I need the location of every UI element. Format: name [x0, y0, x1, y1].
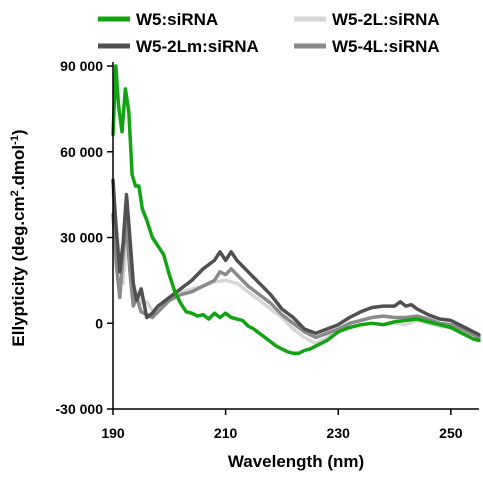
series-line-w5-2lm	[111, 178, 481, 337]
y-tick-label: 90 000	[60, 58, 103, 74]
y-tick-label: 60 000	[60, 144, 103, 160]
x-tick-label: 250	[439, 425, 463, 441]
y-tick-label: -30 000	[56, 401, 104, 417]
x-tick-label: 230	[327, 425, 351, 441]
y-tick-label: 0	[95, 315, 103, 331]
legend-item-3: W5-4L:siRNA	[294, 37, 440, 56]
y-tick-label: 30 000	[60, 230, 103, 246]
legend-item-1: W5-2L:siRNA	[294, 10, 440, 29]
y-axis-title: Ellypticity (deg.cm2.dmol-1)	[9, 129, 28, 346]
legend-label-w5-4l: W5-4L:siRNA	[332, 37, 440, 56]
y-axis-title-part: .dmol	[9, 145, 28, 190]
legend-label-w5-2l: W5-2L:siRNA	[332, 10, 440, 29]
x-tick-label: 190	[101, 425, 125, 441]
legend-label-w5-2lm: W5-2Lm:siRNA	[136, 37, 259, 56]
plot-lines	[111, 64, 481, 356]
x-tick-label: 210	[214, 425, 238, 441]
y-axis-title-part: )	[9, 129, 28, 135]
x-axis-title: Wavelength (nm)	[228, 452, 364, 471]
legend-item-2: W5-2Lm:siRNA	[98, 37, 259, 56]
legend-label-w5: W5:siRNA	[136, 10, 218, 29]
y-axis-title-part: Ellypticity (deg.cm	[9, 196, 28, 346]
axes: -30 000 0 30 000 60 000 90 000 190 210 230 250	[56, 58, 479, 441]
y-axis-title-part: -1	[9, 135, 21, 145]
legend: W5:siRNA W5-2L:siRNA W5-2Lm:siRNA W5-4L:…	[98, 10, 440, 56]
y-axis-title-part: 2	[9, 190, 21, 196]
legend-item-0: W5:siRNA	[98, 10, 218, 29]
series-line-w5	[111, 64, 481, 356]
